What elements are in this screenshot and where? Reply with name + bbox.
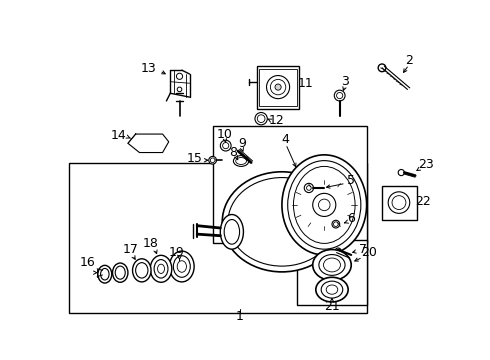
Ellipse shape	[323, 258, 341, 272]
Ellipse shape	[115, 266, 125, 279]
Ellipse shape	[318, 199, 330, 211]
Circle shape	[270, 80, 286, 95]
Circle shape	[257, 115, 265, 122]
Circle shape	[255, 112, 268, 125]
Ellipse shape	[313, 193, 336, 216]
Ellipse shape	[224, 220, 240, 244]
Ellipse shape	[313, 249, 351, 280]
Ellipse shape	[98, 265, 112, 283]
Ellipse shape	[177, 261, 187, 272]
Circle shape	[220, 140, 231, 151]
Text: 22: 22	[415, 194, 431, 208]
Circle shape	[388, 192, 410, 213]
Ellipse shape	[220, 215, 244, 249]
Text: 19: 19	[169, 246, 184, 259]
Bar	[382, 186, 416, 220]
Text: 14: 14	[111, 129, 126, 142]
Ellipse shape	[150, 255, 172, 282]
Ellipse shape	[173, 256, 190, 277]
Circle shape	[222, 143, 229, 149]
Text: 13: 13	[141, 62, 157, 75]
Text: 7: 7	[359, 243, 367, 256]
Circle shape	[332, 220, 340, 228]
Circle shape	[334, 90, 345, 101]
Ellipse shape	[321, 281, 343, 298]
Circle shape	[337, 93, 343, 99]
Ellipse shape	[288, 161, 361, 249]
Text: 5: 5	[347, 174, 355, 187]
Text: 9: 9	[238, 137, 246, 150]
Circle shape	[177, 87, 182, 92]
Text: 21: 21	[324, 300, 340, 313]
Circle shape	[334, 222, 338, 226]
Ellipse shape	[233, 156, 249, 166]
Text: 20: 20	[361, 246, 377, 259]
Circle shape	[307, 186, 311, 190]
Ellipse shape	[158, 264, 165, 274]
Ellipse shape	[326, 285, 338, 294]
Ellipse shape	[136, 263, 148, 278]
Ellipse shape	[294, 166, 355, 243]
Bar	[259, 69, 296, 106]
Text: 2: 2	[405, 54, 413, 67]
Ellipse shape	[154, 260, 168, 278]
Bar	[297, 239, 367, 305]
Text: 4: 4	[282, 133, 290, 146]
Circle shape	[378, 64, 386, 72]
Ellipse shape	[222, 172, 342, 272]
Ellipse shape	[228, 177, 336, 266]
Circle shape	[267, 76, 290, 99]
Text: 17: 17	[122, 243, 138, 256]
Text: 12: 12	[269, 114, 284, 127]
Circle shape	[209, 156, 217, 164]
Text: 1: 1	[236, 310, 244, 323]
Text: 8: 8	[229, 146, 238, 159]
Ellipse shape	[100, 269, 109, 280]
Text: 6: 6	[347, 212, 355, 225]
Bar	[69, 163, 367, 313]
Circle shape	[335, 248, 341, 254]
Circle shape	[275, 84, 281, 90]
Circle shape	[176, 73, 183, 80]
Circle shape	[210, 158, 215, 163]
Text: 3: 3	[341, 75, 349, 88]
Ellipse shape	[170, 251, 194, 282]
Bar	[257, 66, 299, 109]
Circle shape	[392, 195, 406, 210]
Text: 15: 15	[187, 152, 203, 165]
Circle shape	[304, 183, 314, 193]
Text: 11: 11	[298, 77, 314, 90]
Ellipse shape	[319, 255, 345, 275]
Ellipse shape	[282, 155, 367, 255]
Bar	[213, 126, 367, 243]
Text: 18: 18	[143, 237, 159, 250]
Text: 23: 23	[418, 158, 434, 171]
Ellipse shape	[236, 158, 246, 165]
Ellipse shape	[132, 259, 151, 282]
Text: 10: 10	[216, 127, 232, 140]
Ellipse shape	[113, 263, 128, 282]
Text: 16: 16	[79, 256, 95, 269]
Circle shape	[398, 170, 404, 176]
Ellipse shape	[316, 277, 348, 302]
